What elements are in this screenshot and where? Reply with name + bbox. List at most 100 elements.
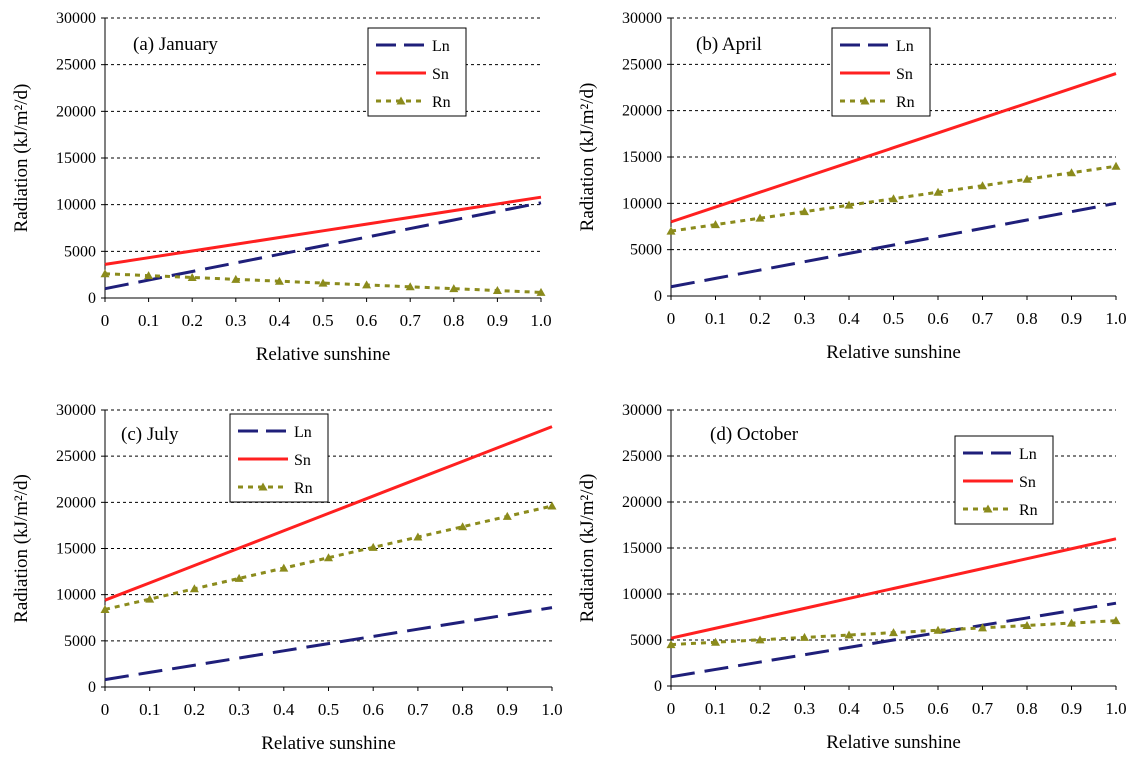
rn-data-point [800,632,809,641]
x-tick-label: 0.2 [182,311,203,330]
y-tick-label: 25000 [56,448,96,465]
y-tick-label: 30000 [622,402,662,419]
x-tick-label: 0.7 [400,311,422,330]
x-tick-label: 0.3 [794,309,815,328]
x-tick-label: 0.4 [273,700,295,719]
rn-data-point [666,640,676,649]
x-tick-label: 0.1 [139,700,160,719]
series-line-ln [104,606,553,682]
series-line-sn [670,537,1117,640]
rn-data-point [755,213,765,222]
rn-data-point [362,280,372,289]
panel-title: (c) July [121,424,179,445]
x-tick-label: 1.0 [541,700,562,719]
y-tick-label: 0 [654,288,662,305]
x-tick-label: 0.5 [883,699,904,718]
x-tick-label: 0.6 [927,309,948,328]
y-tick-label: 10000 [56,587,96,604]
rn-data-point [547,501,557,510]
series-line-ln [670,601,1117,679]
rn-data-point [755,635,765,644]
y-tick-label: 10000 [56,197,96,214]
rn-data-point [1067,168,1076,177]
x-tick-label: 0.2 [749,309,770,328]
rn-data-point [889,194,898,203]
x-tick-label: 1.0 [530,311,551,330]
y-tick-label: 15000 [622,149,662,166]
rn-data-point [405,282,415,291]
legend-label: Sn [896,66,913,83]
rn-data-point [1111,161,1121,170]
rn-data-point [800,207,809,216]
rn-data-point [231,274,241,283]
rn-data-point [100,269,110,278]
x-axis-label: Relative sunshine [261,733,396,754]
x-tick-label: 0 [101,311,110,330]
y-axis-label: Radiation (kJ/m²/d) [577,474,598,623]
rn-data-point [983,504,993,513]
x-tick-label: 0.9 [1061,309,1082,328]
rn-data-point [396,96,406,105]
legend: Ln Sn Rn [831,27,931,117]
legend: Ln Sn Rn [367,27,467,117]
series-line-sn [104,195,542,266]
x-tick-label: 0.1 [705,699,726,718]
y-tick-label: 30000 [56,10,96,27]
y-tick-label: 20000 [56,494,96,511]
rn-data-point [324,553,333,562]
rn-data-point [502,511,512,520]
y-tick-label: 20000 [622,103,662,120]
y-tick-label: 0 [654,678,662,695]
y-tick-label: 25000 [622,56,662,73]
panel-title: (a) January [133,34,218,55]
rn-data-point [279,563,289,572]
rn-data-point [711,637,720,646]
y-tick-label: 30000 [622,10,662,27]
series-line-ln [104,201,542,291]
y-tick-label: 5000 [64,243,96,260]
rn-data-point [860,96,870,105]
rn-data-point [234,573,244,582]
x-tick-label: 0.3 [225,311,246,330]
legend: Ln Sn Rn [229,413,329,503]
series-line-rn [104,272,542,294]
rn-data-point [1067,618,1076,627]
rn-data-point [492,286,502,295]
rn-data-point [889,628,898,637]
y-axis-label: Radiation (kJ/m²/d) [577,83,598,232]
series-line-ln [670,201,1117,289]
x-tick-label: 0.2 [184,700,205,719]
legend-label: Ln [294,424,312,441]
rn-data-point [711,220,720,229]
legend-label: Ln [896,38,914,55]
x-axis-label: Relative sunshine [256,344,391,365]
legend-label: Ln [1019,446,1037,463]
x-tick-label: 0.7 [407,700,429,719]
x-tick-label: 0.6 [363,700,384,719]
x-axis-label: Relative sunshine [826,342,961,363]
rn-data-point [1022,620,1032,629]
legend: Ln Sn Rn [954,435,1054,525]
legend-label: Rn [896,94,915,111]
rn-data-point [274,276,284,285]
y-tick-label: 20000 [622,494,662,511]
rn-data-point [1111,616,1121,625]
y-tick-label: 20000 [56,103,96,120]
rn-data-point [187,272,197,281]
x-tick-label: 0.9 [497,700,518,719]
x-tick-label: 0.8 [443,311,464,330]
legend-label: Sn [1019,474,1036,491]
y-tick-label: 25000 [56,57,96,74]
panel-july: 0 5000 10000 15000 20000 25000 30000 0 0.1 0.2 0.3… [11,402,563,754]
y-axis-label: Radiation (kJ/m²/d) [11,84,32,233]
y-tick-label: 10000 [622,195,662,212]
y-tick-label: 5000 [630,242,662,259]
y-tick-label: 25000 [622,448,662,465]
rn-data-point [145,594,155,603]
legend-label: Sn [432,66,449,83]
y-tick-label: 15000 [56,541,96,558]
x-tick-label: 0.2 [749,699,770,718]
x-tick-label: 0.4 [838,309,860,328]
x-tick-label: 0.1 [705,309,726,328]
